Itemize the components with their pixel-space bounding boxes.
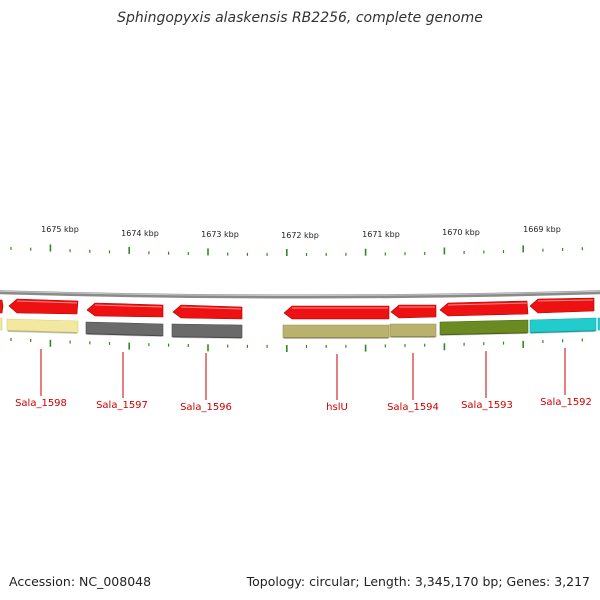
genome-backbone [0, 290, 600, 299]
cds-highlights [16, 299, 594, 310]
ruler-label: 1672 kbp [281, 231, 319, 240]
genome-summary-text: Topology: circular; Length: 3,345,170 bp… [246, 574, 590, 589]
gene-band-sala-1592 [529, 317, 597, 334]
ruler-label: 1670 kbp [442, 228, 480, 237]
cds-arrow [283, 305, 390, 320]
gene-labels: Sala_1598 Sala_1597 Sala_1596 hslU Sala_… [15, 397, 592, 413]
gene-label: Sala_1596 [180, 402, 232, 413]
ruler-label: 1671 kbp [362, 230, 400, 239]
ruler-label: 1669 kbp [523, 225, 561, 234]
cds-arrow [529, 297, 595, 314]
gene-band-sala-1598 [6, 318, 79, 334]
band-shading [7, 330, 596, 339]
gene-label: Sala_1598 [15, 398, 67, 409]
ruler-label: 1675 kbp [41, 225, 79, 234]
gene-leader-lines [40, 348, 566, 400]
gene-label: Sala_1593 [461, 400, 513, 411]
map-title: Sphingopyxis alaskensis RB2256, complete… [117, 10, 483, 26]
gene-label: Sala_1592 [540, 397, 592, 408]
accession-text: Accession: NC_008048 [9, 574, 152, 589]
gene-label: Sala_1594 [387, 402, 439, 413]
ruler-label: 1673 kbp [201, 230, 239, 239]
ruler-label: 1674 kbp [121, 229, 159, 238]
cds-arrow [390, 304, 437, 319]
cds-arrow [0, 299, 4, 314]
gene-label: hslU [326, 402, 348, 413]
gene-band-sala-1596 [171, 323, 243, 339]
genome-backbone-highlight [0, 290, 600, 296]
gene-band-sala-1597 [85, 321, 164, 337]
gene-band-hslu [282, 324, 390, 339]
gene-band [0, 317, 3, 331]
gene-band-sala-1594 [389, 323, 437, 338]
gene-band-sala-1593 [439, 319, 529, 336]
gene-label: Sala_1597 [96, 400, 148, 411]
